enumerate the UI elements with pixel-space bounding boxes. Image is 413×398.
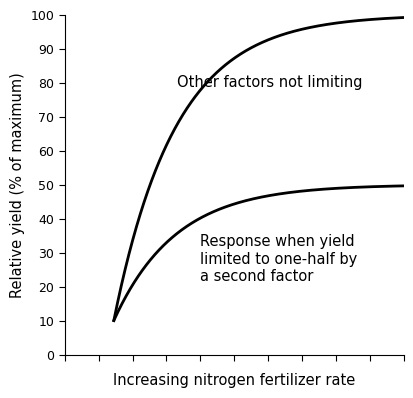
Text: Response when yield
limited to one-half by
a second factor: Response when yield limited to one-half … (200, 234, 357, 284)
Y-axis label: Relative yield (% of maximum): Relative yield (% of maximum) (9, 72, 25, 297)
X-axis label: Increasing nitrogen fertilizer rate: Increasing nitrogen fertilizer rate (113, 373, 355, 388)
Text: Other factors not limiting: Other factors not limiting (176, 75, 361, 90)
